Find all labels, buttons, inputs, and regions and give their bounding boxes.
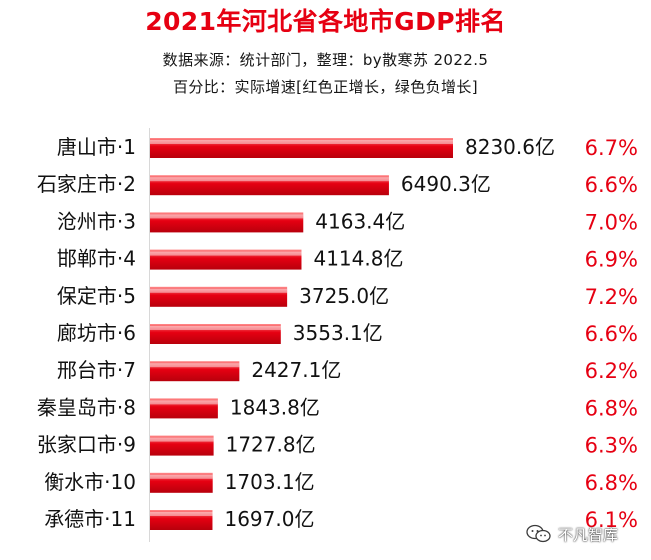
gdp-bar-highlight	[150, 251, 302, 256]
gdp-bar	[150, 324, 281, 344]
gdp-bar-highlight	[150, 474, 213, 479]
gdp-bar-highlight	[150, 140, 453, 144]
category-label: 承德市·11	[44, 507, 136, 531]
gdp-value-label: 6490.3亿	[401, 172, 491, 196]
chart-title: 2021年河北省各地市GDP排名	[145, 7, 506, 36]
gdp-bar	[150, 138, 453, 158]
gdp-bar	[150, 435, 214, 456]
gdp-bar-highlight	[150, 363, 240, 368]
gdp-value-label: 4114.8亿	[313, 247, 403, 271]
gdp-value-label: 1727.8亿	[226, 433, 316, 457]
gdp-bar	[150, 249, 302, 270]
gdp-bar	[150, 175, 389, 196]
growth-rate-label: 6.2%	[585, 359, 638, 383]
growth-rate-label: 7.0%	[585, 210, 638, 234]
category-label: 衡水市·10	[44, 470, 136, 494]
gdp-bar	[150, 212, 304, 233]
category-label: 秦皇岛市·8	[37, 395, 136, 419]
wechat-icon	[525, 523, 553, 545]
gdp-bar-highlight	[150, 214, 304, 219]
gdp-value-label: 4163.4亿	[315, 209, 405, 233]
gdp-bar	[150, 510, 213, 530]
category-label: 石家庄市·2	[37, 172, 136, 196]
growth-rate-label: 6.7%	[585, 136, 638, 160]
gdp-bar	[150, 286, 288, 307]
gdp-value-label: 2427.1亿	[251, 358, 341, 382]
y-axis-line	[149, 128, 150, 542]
gdp-bar	[150, 398, 218, 419]
gdp-bar-highlight	[150, 326, 281, 330]
category-label: 廊坊市·6	[57, 321, 136, 345]
gdp-value-label: 3553.1亿	[293, 321, 383, 345]
gdp-bar	[150, 361, 240, 382]
category-label: 邢台市·7	[57, 358, 136, 382]
gdp-value-label: 3725.0亿	[299, 284, 389, 308]
chart-subtitle-growth-note: 百分比：实际增速[红色正增长，绿色负增长]	[172, 78, 479, 96]
category-label: 张家口市·9	[37, 433, 136, 457]
gdp-bar	[150, 472, 213, 493]
gdp-value-label: 1843.8亿	[230, 395, 320, 419]
category-label: 唐山市·1	[57, 135, 136, 159]
gdp-value-label: 1697.0亿	[224, 507, 314, 531]
gdp-bar-highlight	[150, 512, 213, 516]
growth-rate-label: 6.8%	[585, 471, 638, 495]
watermark: 不凡智库	[525, 522, 618, 546]
category-label: 邯郸市·4	[57, 247, 136, 271]
gdp-bar-highlight	[150, 177, 389, 182]
growth-rate-label: 6.3%	[585, 434, 638, 458]
gdp-bar-highlight	[150, 437, 214, 442]
category-label: 保定市·5	[57, 284, 136, 308]
growth-rate-label: 6.6%	[585, 173, 638, 197]
chart-subtitle-source: 数据来源：统计部门，整理：by散寒苏 2022.5	[162, 51, 489, 69]
growth-rate-label: 6.8%	[585, 396, 638, 420]
growth-rate-label: 6.9%	[585, 248, 638, 272]
watermark-text: 不凡智库	[558, 525, 619, 544]
growth-rate-label: 7.2%	[585, 285, 638, 309]
growth-rate-label: 6.6%	[585, 322, 638, 346]
gdp-value-label: 8230.6亿	[465, 135, 555, 159]
gdp-value-label: 1703.1亿	[225, 470, 315, 494]
gdp-bar-highlight	[150, 400, 218, 405]
gdp-bar-highlight	[150, 288, 288, 293]
category-label: 沧州市·3	[57, 209, 136, 233]
